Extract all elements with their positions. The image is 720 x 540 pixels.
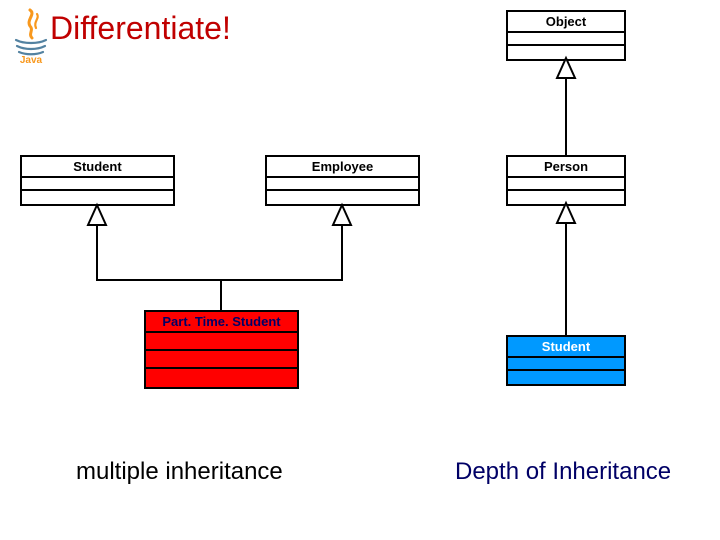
uml-class-label: Person <box>508 157 624 178</box>
uml-class-label: Employee <box>267 157 418 178</box>
caption-depth-of-inheritance: Depth of Inheritance <box>455 458 671 486</box>
title-area: Java Differentiate! <box>8 8 231 64</box>
uml-class-person: Person <box>506 155 626 206</box>
uml-class-label: Student <box>508 337 624 358</box>
java-logo: Java <box>8 8 54 64</box>
uml-class-label: Student <box>22 157 173 178</box>
uml-class-label: Object <box>508 12 624 33</box>
caption-multiple-inheritance: multiple inheritance <box>76 458 283 486</box>
uml-class-employee: Employee <box>265 155 420 206</box>
uml-class-label: Part. Time. Student <box>146 312 297 333</box>
uml-class-student-right: Student <box>506 335 626 386</box>
uml-class-object: Object <box>506 10 626 61</box>
svg-text:Java: Java <box>20 55 43 64</box>
uml-class-parttimestudent: Part. Time. Student <box>144 310 299 389</box>
uml-class-student: Student <box>20 155 175 206</box>
page-title: Differentiate! <box>50 10 231 47</box>
